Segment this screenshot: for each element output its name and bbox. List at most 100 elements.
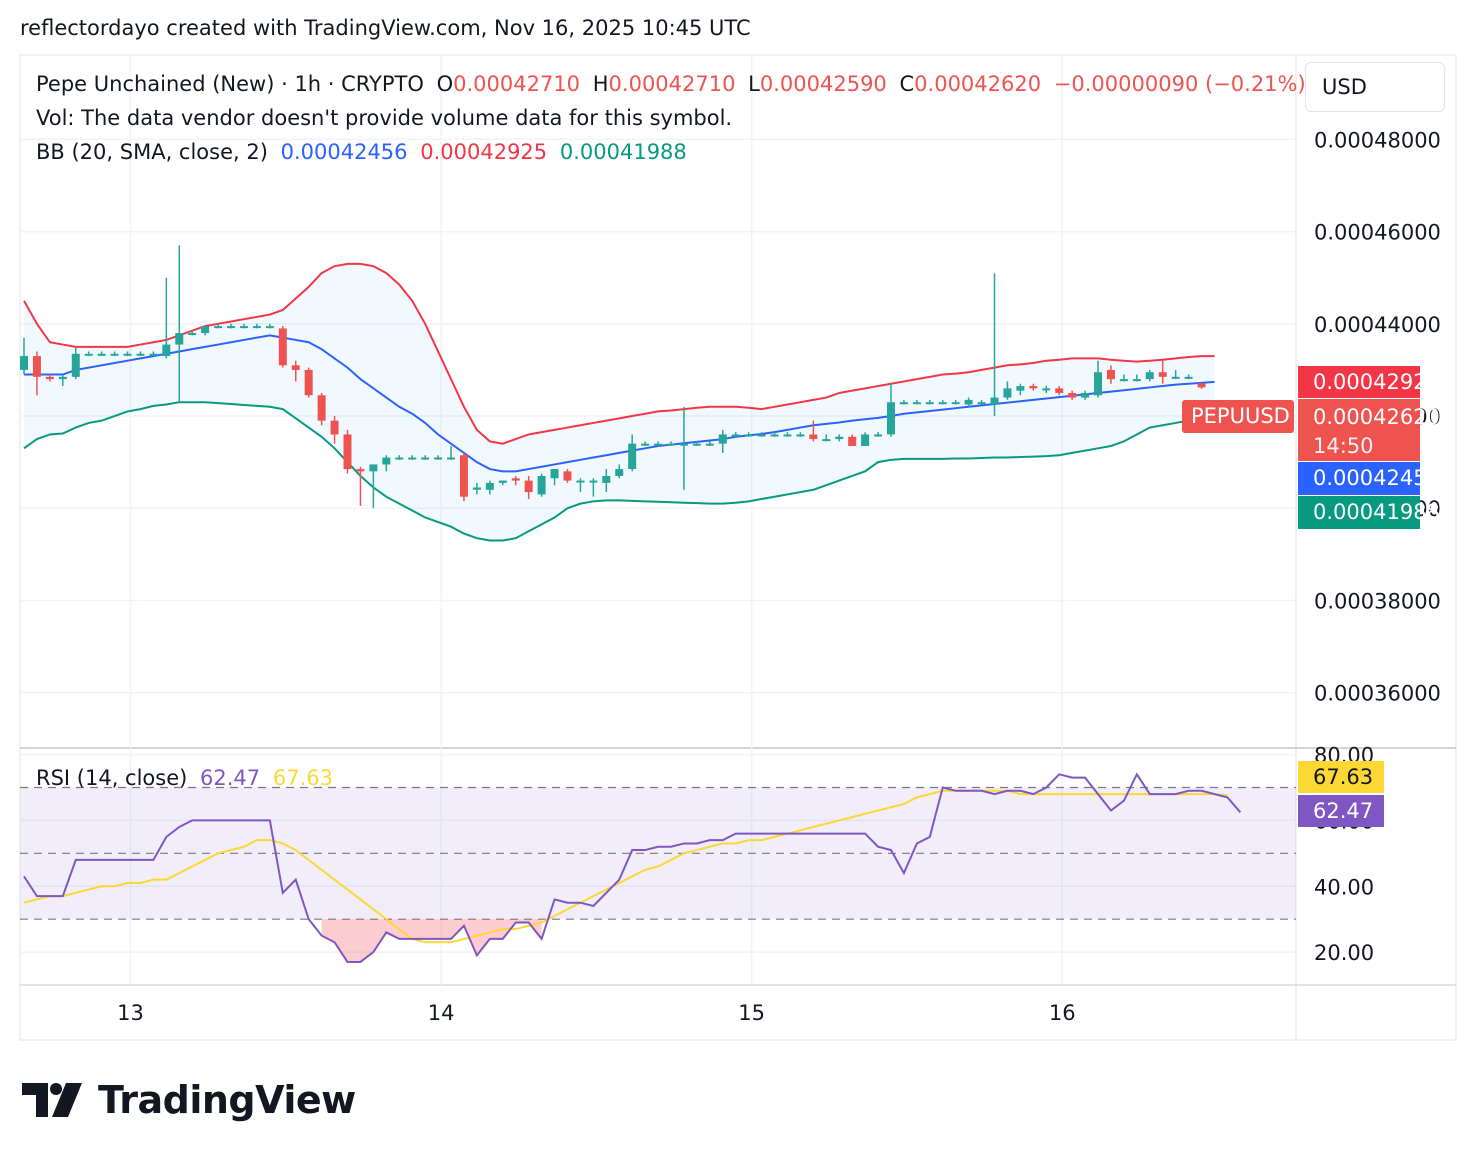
candle-body bbox=[731, 434, 740, 437]
candle-body bbox=[511, 478, 520, 481]
candle bbox=[71, 346, 80, 380]
last-price-value: 0.00042620 bbox=[1313, 405, 1440, 429]
candle bbox=[188, 330, 197, 336]
bb-lower-line bbox=[23, 401, 1215, 542]
candle bbox=[408, 455, 417, 460]
candle-body bbox=[576, 480, 585, 483]
candle bbox=[32, 351, 41, 396]
candle bbox=[421, 455, 430, 460]
candle-body bbox=[291, 365, 300, 370]
candle bbox=[861, 432, 870, 446]
candle-body bbox=[1029, 386, 1038, 389]
candle bbox=[537, 473, 546, 497]
candle bbox=[1132, 374, 1141, 382]
candle bbox=[1094, 360, 1103, 398]
candle-body bbox=[1016, 386, 1025, 391]
candle-body bbox=[641, 443, 650, 446]
candle-body bbox=[835, 436, 844, 440]
high-label: H bbox=[592, 72, 609, 96]
candle bbox=[757, 432, 766, 437]
tradingview-logo[interactable]: TradingView bbox=[22, 1078, 356, 1122]
change-value: −0.00000090 (−0.21%) bbox=[1053, 72, 1306, 96]
candle bbox=[123, 351, 132, 357]
candle bbox=[550, 469, 559, 486]
candle bbox=[1158, 360, 1167, 384]
candle-body bbox=[472, 487, 481, 490]
candle bbox=[149, 351, 158, 357]
candle-body bbox=[679, 443, 688, 446]
candle bbox=[1016, 383, 1025, 396]
candle bbox=[498, 480, 507, 486]
candle bbox=[1081, 390, 1090, 400]
candle-body bbox=[71, 353, 80, 377]
candle-body bbox=[1132, 379, 1141, 382]
candle-body bbox=[239, 326, 248, 329]
symbol-badge: PEPUUSD bbox=[1182, 400, 1294, 433]
candle-body bbox=[925, 402, 934, 405]
bb-basis-value: 0.00042456 bbox=[280, 140, 408, 164]
candle-body bbox=[201, 326, 210, 334]
candle bbox=[563, 469, 572, 483]
candle bbox=[369, 464, 378, 509]
candle-body bbox=[822, 439, 831, 442]
rsi-legend[interactable]: RSI (14, close) 62.47 67.63 bbox=[36, 766, 339, 790]
currency-selector[interactable]: USD bbox=[1305, 62, 1445, 112]
candle bbox=[899, 399, 908, 405]
bollinger-bands bbox=[23, 262, 1215, 542]
candle bbox=[796, 432, 805, 437]
candle-body bbox=[615, 469, 624, 476]
candle bbox=[1197, 383, 1206, 389]
tradingview-wordmark: TradingView bbox=[98, 1078, 356, 1122]
candle-body bbox=[382, 457, 391, 465]
candle bbox=[1055, 386, 1064, 396]
candle bbox=[524, 475, 533, 500]
candle bbox=[239, 323, 248, 329]
candle-body bbox=[304, 369, 313, 396]
candle bbox=[447, 445, 456, 460]
candle bbox=[1042, 386, 1051, 393]
candle-body bbox=[964, 399, 973, 405]
candle-body bbox=[317, 395, 326, 421]
candle-body bbox=[524, 480, 533, 493]
candle-body bbox=[369, 464, 378, 472]
candle bbox=[1003, 381, 1012, 400]
candle-body bbox=[97, 353, 106, 356]
time-tick-label: 13 bbox=[117, 1001, 144, 1025]
rsi-badge: 62.47 bbox=[1298, 795, 1384, 827]
bb-legend[interactable]: BB (20, SMA, close, 2) 0.00042456 0.0004… bbox=[36, 140, 693, 164]
bb-basis-line bbox=[24, 334, 1215, 473]
bb-upper-line bbox=[23, 262, 1215, 445]
symbol-label[interactable]: Pepe Unchained (New) · 1h · CRYPTO bbox=[36, 72, 424, 96]
candle bbox=[925, 399, 934, 405]
candle-body bbox=[1094, 372, 1103, 396]
bb-lower-badge: 0.00041988 bbox=[1298, 496, 1440, 529]
candle-body bbox=[886, 402, 895, 435]
candle bbox=[227, 323, 236, 329]
candle-body bbox=[757, 434, 766, 437]
price-tick-label: 0.00036000 bbox=[1314, 682, 1441, 706]
candle-body bbox=[654, 443, 663, 446]
candle bbox=[45, 374, 54, 382]
candle-body bbox=[990, 397, 999, 405]
candles bbox=[20, 245, 1206, 509]
bb-lower-value: 0.00041988 bbox=[559, 140, 687, 164]
bb-fill bbox=[24, 263, 1215, 541]
candle bbox=[291, 360, 300, 382]
candle-body bbox=[20, 356, 28, 370]
candle-body bbox=[563, 471, 572, 481]
candle-body bbox=[1184, 376, 1193, 379]
candle-body bbox=[977, 402, 986, 405]
candle-body bbox=[809, 434, 818, 440]
candle-body bbox=[149, 353, 158, 356]
candle-body bbox=[356, 469, 365, 472]
candle bbox=[485, 480, 494, 495]
candle bbox=[783, 432, 792, 437]
candle-body bbox=[84, 353, 93, 356]
candle bbox=[343, 429, 352, 474]
candle bbox=[20, 337, 28, 375]
candle-body bbox=[1055, 388, 1064, 393]
candle-body bbox=[123, 353, 132, 356]
open-value: 0.00042710 bbox=[453, 72, 581, 96]
candle bbox=[201, 326, 210, 336]
